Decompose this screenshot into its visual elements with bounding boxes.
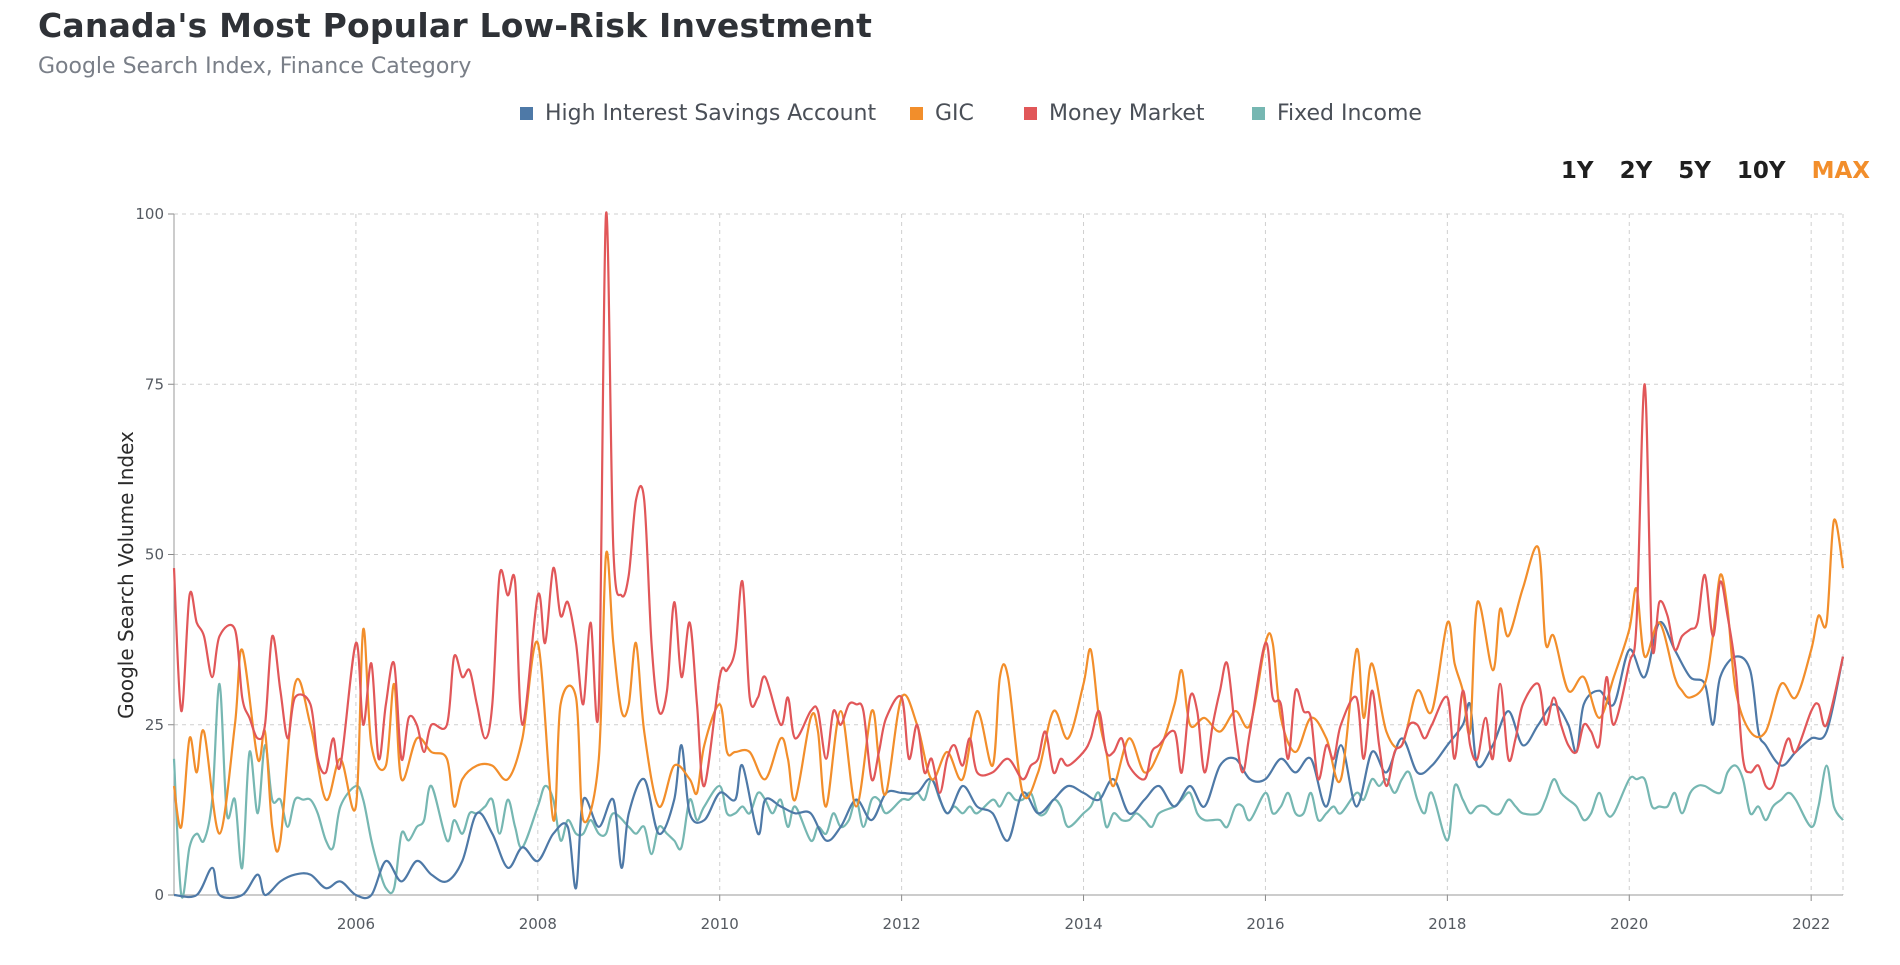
legend-item-money-market[interactable]: Money Market	[1024, 101, 1205, 126]
legend-label: High Interest Savings Account	[545, 101, 877, 126]
range-selector: 1Y 2Y 5Y 10Y MAX	[1535, 158, 1870, 184]
y-axis-title: Google Search Volume Index	[114, 431, 138, 719]
legend-label: Fixed Income	[1277, 101, 1422, 126]
y-tick-label: 75	[145, 375, 164, 393]
x-tick-label: 2012	[883, 915, 921, 933]
legend-item-hisa[interactable]: High Interest Savings Account	[520, 101, 876, 126]
series-lines	[172, 211, 1845, 900]
x-tick-label: 2006	[337, 915, 375, 933]
series-line-fixed-income[interactable]	[172, 682, 1844, 899]
y-tick-label: 25	[145, 716, 164, 734]
legend-label: GIC	[935, 101, 974, 126]
x-tick-label: 2008	[519, 915, 557, 933]
x-tick-label: 2022	[1792, 915, 1830, 933]
range-button-5y[interactable]: 5Y	[1678, 158, 1711, 184]
axes: 0 25 50 75 100 2006 2008 2010 2012 2014 2016 2018 20…	[135, 205, 1843, 933]
series-line-money-market[interactable]	[172, 211, 1845, 794]
legend-item-fixed-income[interactable]: Fixed Income	[1252, 101, 1422, 126]
legend-label: Money Market	[1049, 101, 1205, 126]
legend-swatch	[520, 107, 533, 120]
legend-swatch	[910, 107, 923, 120]
y-tick-label: 0	[154, 886, 164, 904]
x-tick-label: 2016	[1246, 915, 1284, 933]
chart-title: Canada's Most Popular Low-Risk Investmen…	[38, 6, 873, 45]
y-tick-label: 100	[135, 205, 164, 223]
range-button-2y[interactable]: 2Y	[1619, 158, 1653, 184]
x-tick-label: 2014	[1064, 915, 1102, 933]
y-tick-label: 50	[145, 546, 164, 564]
x-tick-label: 2010	[701, 915, 739, 933]
legend-item-gic[interactable]: GIC	[910, 101, 974, 126]
range-button-10y[interactable]: 10Y	[1736, 158, 1786, 184]
x-tick-label: 2020	[1610, 915, 1648, 933]
range-button-1y[interactable]: 1Y	[1560, 158, 1594, 184]
series-line-gic[interactable]	[172, 518, 1845, 853]
legend-swatch	[1252, 107, 1265, 120]
chart-legend: High Interest Savings Account GIC Money …	[0, 101, 1900, 131]
x-tick-label: 2018	[1428, 915, 1466, 933]
chart-subtitle: Google Search Index, Finance Category	[38, 54, 472, 79]
range-button-max[interactable]: MAX	[1811, 158, 1870, 184]
legend-swatch	[1024, 107, 1037, 120]
